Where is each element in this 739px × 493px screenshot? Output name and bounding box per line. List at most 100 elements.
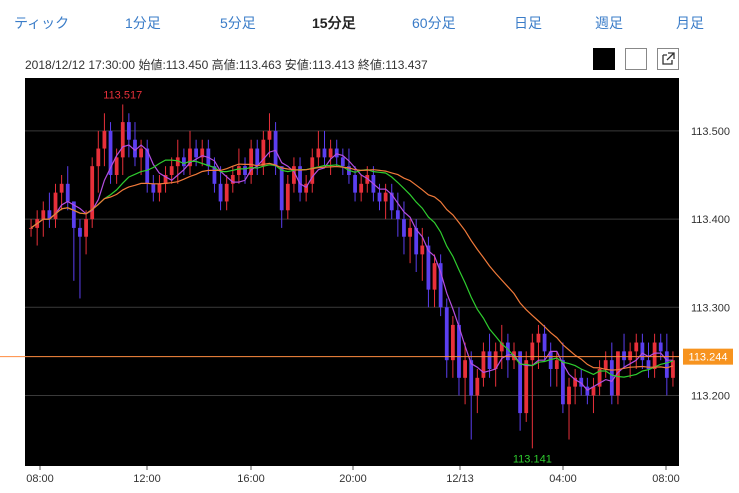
candle-body	[585, 386, 590, 396]
candle-body	[597, 369, 602, 387]
candle-body	[499, 342, 504, 352]
candle-body	[609, 360, 614, 396]
candle-body	[542, 333, 547, 352]
candle-body	[292, 166, 296, 184]
candle-body	[426, 245, 431, 290]
candle-body	[151, 183, 156, 193]
x-tick-label: 16:00	[237, 473, 265, 485]
candle-body	[414, 227, 419, 255]
candle-body	[243, 166, 247, 175]
candle-body	[65, 183, 70, 202]
tab-weekly[interactable]: 週足	[595, 15, 623, 31]
candle-body	[628, 351, 633, 361]
candle-body	[334, 148, 339, 158]
low-marker-label: 113.141	[513, 453, 552, 465]
x-tick-label: 04:00	[549, 473, 577, 485]
timeframe-tabs: ティック 1分足 5分足 15分足 60分足 日足 週足 月足	[0, 0, 739, 44]
candle-body	[475, 377, 480, 396]
candle-body	[530, 342, 535, 361]
candle-body	[71, 201, 76, 228]
tab-1min[interactable]: 1分足	[125, 15, 161, 31]
popout-button[interactable]	[657, 48, 679, 70]
candle-body	[365, 175, 370, 184]
candle-body	[402, 219, 406, 237]
candle-body	[322, 148, 327, 158]
external-link-icon	[662, 52, 675, 65]
candle-body	[261, 139, 266, 167]
candle-body	[561, 360, 565, 405]
candle-body	[175, 157, 180, 167]
candle-body	[573, 377, 578, 387]
candle-body	[383, 192, 388, 202]
candle-body	[579, 377, 584, 387]
candle-body	[389, 192, 394, 211]
tab-15min[interactable]: 15分足	[312, 15, 356, 31]
tab-5min[interactable]: 5分足	[220, 15, 256, 31]
tab-monthly[interactable]: 月足	[676, 15, 704, 31]
candle-body	[603, 360, 608, 369]
candle-body	[536, 333, 541, 343]
candle-body	[340, 157, 345, 167]
candle-body	[96, 148, 101, 167]
candle-body	[120, 122, 125, 158]
candle-body	[267, 130, 272, 140]
ma-long-line	[30, 162, 674, 371]
candle-body	[53, 192, 58, 220]
x-tick-label: 12/13	[446, 473, 474, 485]
candle-body	[133, 139, 137, 158]
candle-body	[47, 210, 52, 220]
candle-body	[646, 360, 651, 369]
candle-body	[567, 386, 571, 405]
candle-body	[285, 183, 290, 211]
x-tick-label: 12:00	[133, 473, 161, 485]
x-tick-label: 08:00	[26, 473, 54, 485]
candle-body	[224, 183, 229, 202]
candle-body	[279, 166, 284, 211]
y-tick-label: 113.200	[691, 390, 730, 402]
candle-body	[591, 386, 596, 396]
candle-body	[408, 227, 412, 237]
candle-body	[41, 210, 46, 220]
tab-tick[interactable]: ティック	[14, 15, 70, 31]
candle-body	[114, 157, 119, 175]
candle-body	[298, 166, 302, 193]
candle-body	[29, 227, 33, 229]
candle-body	[658, 342, 663, 352]
candle-body	[652, 342, 657, 369]
candle-body	[237, 166, 241, 175]
candle-body	[249, 148, 254, 175]
candle-body	[450, 324, 455, 361]
candle-body	[554, 360, 559, 369]
candle-body	[181, 157, 186, 167]
y-tick-label: 113.300	[691, 302, 730, 314]
light-theme-button[interactable]	[625, 48, 647, 70]
y-tick-label: 113.500	[691, 126, 730, 138]
candle-body	[163, 175, 168, 184]
tab-60min[interactable]: 60分足	[412, 15, 456, 31]
candle-body	[273, 130, 278, 167]
candle-body	[524, 360, 529, 414]
candle-body	[664, 351, 669, 378]
candle-body	[438, 263, 443, 308]
candle-body	[328, 148, 333, 158]
candle-body	[200, 148, 205, 158]
candle-body	[84, 219, 88, 237]
dark-theme-button[interactable]	[593, 48, 615, 70]
high-marker-label: 113.517	[103, 89, 142, 101]
candle-body	[304, 183, 309, 193]
candle-body	[310, 157, 315, 184]
candle-body	[432, 263, 437, 290]
candle-body	[444, 307, 449, 361]
candle-body	[255, 148, 260, 167]
candle-body	[78, 227, 82, 237]
tab-daily[interactable]: 日足	[514, 15, 542, 31]
x-tick-label: 20:00	[339, 473, 367, 485]
ma-mid-line	[30, 159, 674, 378]
candle-body	[145, 148, 150, 184]
candle-body	[194, 148, 199, 158]
candle-body	[230, 175, 235, 184]
current-price-badge	[683, 348, 733, 365]
candle-body	[59, 183, 64, 193]
candle-body	[169, 166, 174, 175]
y-tick-label: 113.400	[691, 214, 730, 226]
